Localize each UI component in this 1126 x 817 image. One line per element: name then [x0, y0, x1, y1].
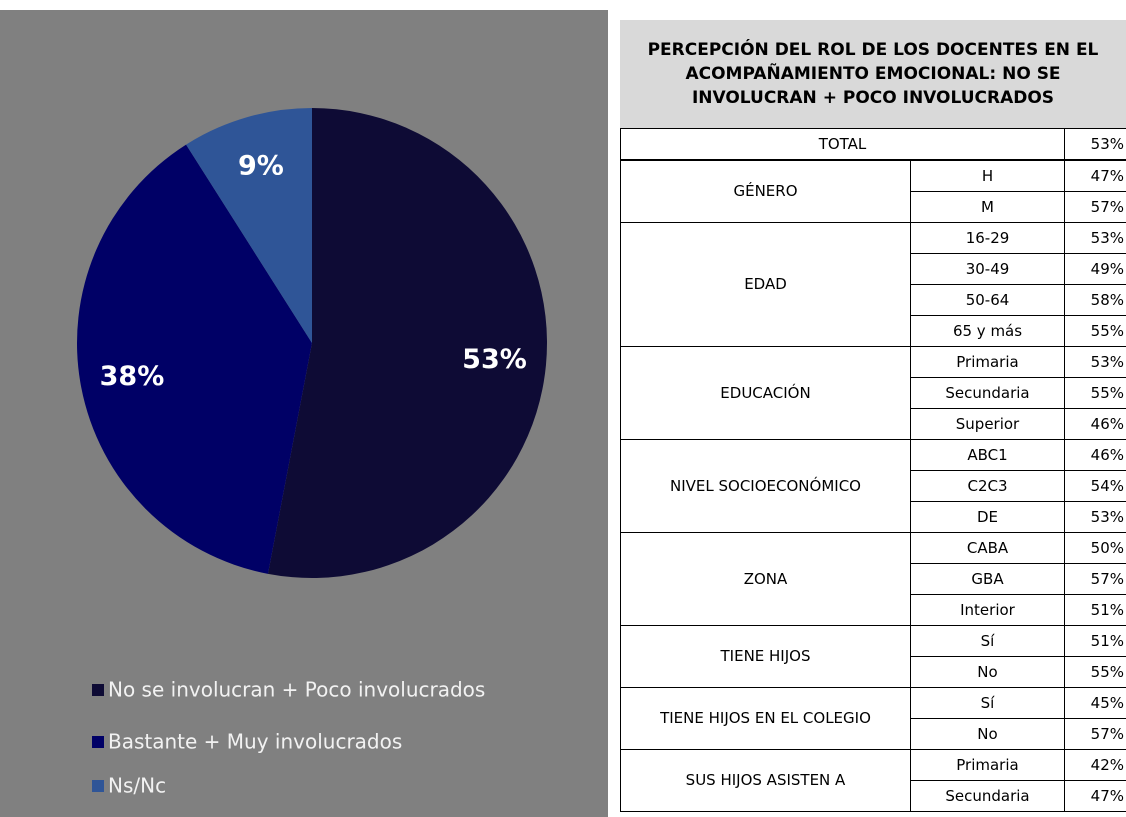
table-row: 30-49 49%: [621, 253, 1126, 285]
legend-label: Ns/Nc: [108, 774, 166, 798]
table-row: TOTAL 53%: [620, 128, 1126, 161]
row-label: 65 y más: [910, 315, 1065, 347]
group-label: NIVEL SOCIOECONÓMICO: [620, 439, 911, 533]
table-row: NIVEL SOCIOECONÓMICO ABC1 46%: [620, 439, 1126, 533]
row-label: Sí: [910, 687, 1065, 719]
table-row: 50-64 58%: [621, 284, 1126, 316]
data-label: 9%: [238, 150, 284, 181]
row-value: 51%: [1064, 625, 1126, 657]
table-row: SUS HIJOS ASISTEN A Primaria 42%: [620, 749, 1126, 812]
table-row: No 57%: [621, 718, 1126, 750]
row-value: 53%: [1064, 501, 1126, 533]
table: TOTAL 53% GÉNERO H 47% M 57% EDAD 16-29 53% 30-49 4…: [620, 128, 1126, 812]
row-value: 57%: [1064, 718, 1126, 750]
row-label: Primaria: [910, 346, 1065, 378]
row-label: Interior: [910, 594, 1065, 626]
table-row: EDAD 16-29 53%: [620, 222, 1126, 347]
group-label: SUS HIJOS ASISTEN A: [620, 749, 911, 812]
row-label: ABC1: [910, 439, 1065, 471]
data-label: 53%: [462, 344, 527, 375]
row-label: Superior: [910, 408, 1065, 440]
table-row: EDUCACIÓN Primaria 53%: [620, 346, 1126, 440]
row-label: M: [910, 191, 1065, 223]
row-value: 47%: [1064, 159, 1126, 192]
pie-slice: [186, 108, 312, 343]
row-label: DE: [910, 501, 1065, 533]
row-value: 51%: [1064, 594, 1126, 626]
row-value: 54%: [1064, 470, 1126, 502]
row-value: 57%: [1064, 191, 1126, 223]
legend-swatch: [92, 736, 104, 748]
total-value: 53%: [1064, 128, 1126, 161]
row-label: 16-29: [910, 222, 1065, 254]
row-label: 30-49: [910, 253, 1065, 285]
row-value: 53%: [1064, 222, 1126, 254]
row-label: Secundaria: [910, 780, 1065, 812]
row-value: 46%: [1064, 439, 1126, 471]
table-row: Interior 51%: [621, 594, 1126, 626]
table-row: TIENE HIJOS Sí 51%: [620, 625, 1126, 688]
row-label: GBA: [910, 563, 1065, 595]
group-label: EDAD: [620, 222, 911, 347]
table-row: Secundaria 55%: [621, 377, 1126, 409]
pie-slice: [77, 144, 312, 574]
row-label: H: [910, 159, 1065, 192]
row-value: 55%: [1064, 656, 1126, 688]
row-label: Secundaria: [910, 377, 1065, 409]
row-value: 42%: [1064, 749, 1126, 781]
table-row: TIENE HIJOS EN EL COLEGIO Sí 45%: [620, 687, 1126, 750]
table-row: GÉNERO H 47%: [620, 159, 1126, 223]
row-label: Sí: [910, 625, 1065, 657]
row-label: Primaria: [910, 749, 1065, 781]
row-value: 50%: [1064, 532, 1126, 564]
row-label: C2C3: [910, 470, 1065, 502]
row-label: CABA: [910, 532, 1065, 564]
table-row: ZONA CABA 50%: [620, 532, 1126, 626]
row-value: 45%: [1064, 687, 1126, 719]
table-panel: PERCEPCIÓN DEL ROL DE LOS DOCENTES EN EL…: [620, 20, 1126, 812]
row-value: 47%: [1064, 780, 1126, 812]
table-row: No 55%: [621, 656, 1126, 688]
row-value: 55%: [1064, 315, 1126, 347]
row-value: 58%: [1064, 284, 1126, 316]
row-value: 55%: [1064, 377, 1126, 409]
total-label: TOTAL: [620, 128, 1065, 161]
row-value: 57%: [1064, 563, 1126, 595]
group-label: GÉNERO: [620, 159, 911, 223]
row-label: No: [910, 718, 1065, 750]
row-value: 46%: [1064, 408, 1126, 440]
table-title: PERCEPCIÓN DEL ROL DE LOS DOCENTES EN EL…: [620, 20, 1126, 128]
legend-swatch: [92, 684, 104, 696]
table-row: DE 53%: [621, 501, 1126, 533]
data-label: 38%: [100, 361, 165, 392]
pie-slice: [267, 108, 548, 578]
legend-swatch: [92, 780, 104, 792]
group-label: EDUCACIÓN: [620, 346, 911, 440]
row-label: 50-64: [910, 284, 1065, 316]
row-value: 49%: [1064, 253, 1126, 285]
legend-label: No se involucran + Poco involucrados: [108, 678, 485, 702]
group-label: TIENE HIJOS EN EL COLEGIO: [620, 687, 911, 750]
legend-label: Bastante + Muy involucrados: [108, 730, 402, 754]
row-value: 53%: [1064, 346, 1126, 378]
group-label: TIENE HIJOS: [620, 625, 911, 688]
table-row: Secundaria 47%: [621, 780, 1126, 812]
table-row: M 57%: [621, 191, 1126, 223]
pie-panel: 53% 38% 9% No se involucran + Poco involucr…: [0, 10, 608, 817]
row-label: No: [910, 656, 1065, 688]
table-row: C2C3 54%: [621, 470, 1126, 502]
group-label: ZONA: [620, 532, 911, 626]
